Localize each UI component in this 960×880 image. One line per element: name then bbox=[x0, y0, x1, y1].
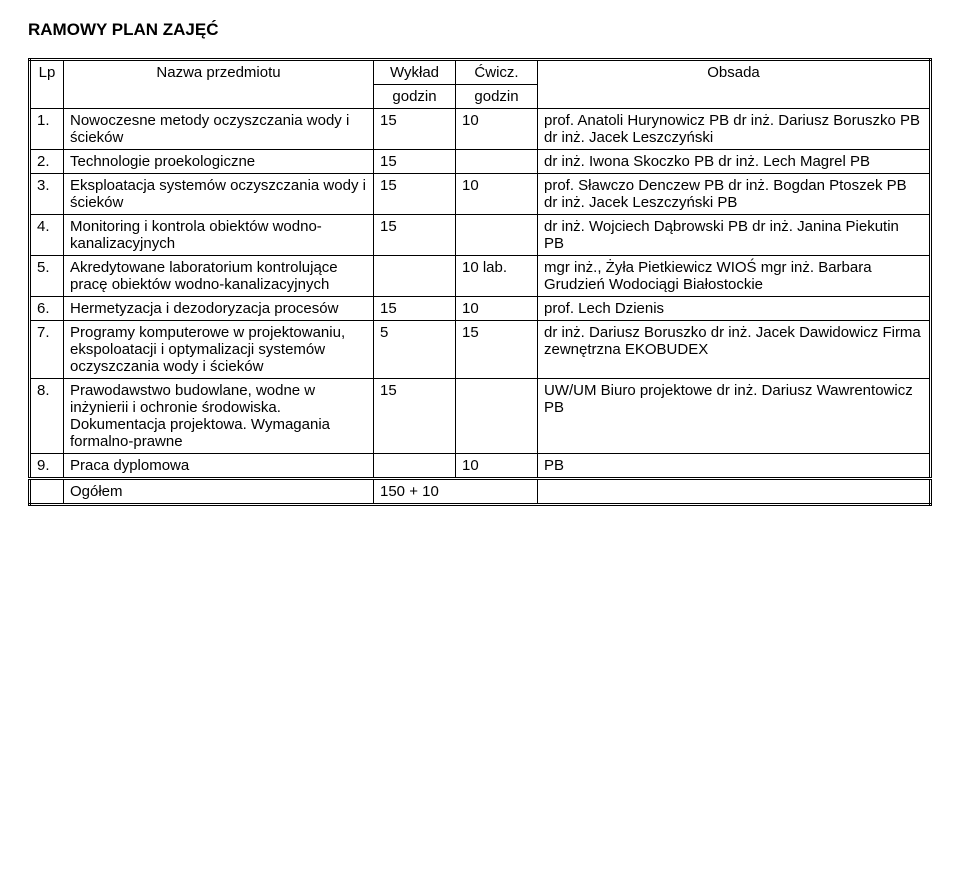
cell-lp: 6. bbox=[30, 297, 64, 321]
table-row: 5. Akredytowane laboratorium kontrolując… bbox=[30, 256, 931, 297]
table-row: 1. Nowoczesne metody oczyszczania wody i… bbox=[30, 109, 931, 150]
col-header-cwicz: Ćwicz. bbox=[456, 60, 538, 85]
col-subheader-godzin-c: godzin bbox=[456, 85, 538, 109]
cell-name: Monitoring i kontrola obiektów wodno-kan… bbox=[64, 215, 374, 256]
col-header-name: Nazwa przedmiotu bbox=[64, 60, 374, 109]
cell-lp: 9. bbox=[30, 454, 64, 479]
table-row: 3. Eksploatacja systemów oczyszczania wo… bbox=[30, 174, 931, 215]
cell-cwicz: 10 bbox=[456, 174, 538, 215]
cell-empty bbox=[538, 479, 931, 505]
cell-wyklad: 15 bbox=[374, 215, 456, 256]
cell-cwicz: 10 bbox=[456, 109, 538, 150]
cell-name: Programy komputerowe w projektowaniu, ek… bbox=[64, 321, 374, 379]
cell-lp: 4. bbox=[30, 215, 64, 256]
cell-name: Prawodawstwo budowlane, wodne w inżynier… bbox=[64, 379, 374, 454]
page-title: RAMOWY PLAN ZAJĘĆ bbox=[28, 20, 932, 40]
table-total-row: Ogółem 150 + 10 bbox=[30, 479, 931, 505]
cell-obsada: mgr inż., Żyła Pietkiewicz WIOŚ mgr inż.… bbox=[538, 256, 931, 297]
plan-table: Lp Nazwa przedmiotu Wykład Ćwicz. Obsada… bbox=[28, 58, 932, 506]
cell-obsada: prof. Anatoli Hurynowicz PB dr inż. Dari… bbox=[538, 109, 931, 150]
col-header-lp: Lp bbox=[30, 60, 64, 109]
cell-lp: 2. bbox=[30, 150, 64, 174]
col-subheader-godzin-w: godzin bbox=[374, 85, 456, 109]
cell-total-label: Ogółem bbox=[64, 479, 374, 505]
cell-wyklad: 15 bbox=[374, 150, 456, 174]
cell-cwicz: 10 bbox=[456, 297, 538, 321]
cell-name: Praca dyplomowa bbox=[64, 454, 374, 479]
cell-obsada: dr inż. Iwona Skoczko PB dr inż. Lech Ma… bbox=[538, 150, 931, 174]
table-row: 9. Praca dyplomowa 10 PB bbox=[30, 454, 931, 479]
cell-wyklad bbox=[374, 256, 456, 297]
cell-wyklad: 15 bbox=[374, 109, 456, 150]
cell-lp: 1. bbox=[30, 109, 64, 150]
cell-obsada: UW/UM Biuro projektowe dr inż. Dariusz W… bbox=[538, 379, 931, 454]
cell-empty bbox=[30, 479, 64, 505]
table-row: 2. Technologie proekologiczne 15 dr inż.… bbox=[30, 150, 931, 174]
cell-name: Eksploatacja systemów oczyszczania wody … bbox=[64, 174, 374, 215]
cell-wyklad: 15 bbox=[374, 379, 456, 454]
cell-cwicz: 15 bbox=[456, 321, 538, 379]
col-header-wyklad: Wykład bbox=[374, 60, 456, 85]
cell-wyklad: 15 bbox=[374, 297, 456, 321]
cell-name: Akredytowane laboratorium kontrolujące p… bbox=[64, 256, 374, 297]
table-row: 6. Hermetyzacja i dezodoryzacja procesów… bbox=[30, 297, 931, 321]
cell-lp: 5. bbox=[30, 256, 64, 297]
table-row: 7. Programy komputerowe w projektowaniu,… bbox=[30, 321, 931, 379]
cell-cwicz: 10 bbox=[456, 454, 538, 479]
col-header-obsada: Obsada bbox=[538, 60, 931, 109]
cell-name: Nowoczesne metody oczyszczania wody i śc… bbox=[64, 109, 374, 150]
cell-obsada: prof. Lech Dzienis bbox=[538, 297, 931, 321]
cell-wyklad bbox=[374, 454, 456, 479]
cell-cwicz bbox=[456, 215, 538, 256]
cell-lp: 8. bbox=[30, 379, 64, 454]
cell-cwicz bbox=[456, 379, 538, 454]
cell-obsada: dr inż. Dariusz Boruszko dr inż. Jacek D… bbox=[538, 321, 931, 379]
cell-obsada: PB bbox=[538, 454, 931, 479]
cell-lp: 3. bbox=[30, 174, 64, 215]
cell-total-value: 150 + 10 bbox=[374, 479, 538, 505]
cell-wyklad: 5 bbox=[374, 321, 456, 379]
table-header-row-1: Lp Nazwa przedmiotu Wykład Ćwicz. Obsada bbox=[30, 60, 931, 85]
cell-name: Technologie proekologiczne bbox=[64, 150, 374, 174]
cell-wyklad: 15 bbox=[374, 174, 456, 215]
cell-obsada: dr inż. Wojciech Dąbrowski PB dr inż. Ja… bbox=[538, 215, 931, 256]
cell-cwicz bbox=[456, 150, 538, 174]
cell-cwicz: 10 lab. bbox=[456, 256, 538, 297]
table-row: 8. Prawodawstwo budowlane, wodne w inżyn… bbox=[30, 379, 931, 454]
cell-name: Hermetyzacja i dezodoryzacja procesów bbox=[64, 297, 374, 321]
cell-lp: 7. bbox=[30, 321, 64, 379]
cell-obsada: prof. Sławczo Denczew PB dr inż. Bogdan … bbox=[538, 174, 931, 215]
table-row: 4. Monitoring i kontrola obiektów wodno-… bbox=[30, 215, 931, 256]
